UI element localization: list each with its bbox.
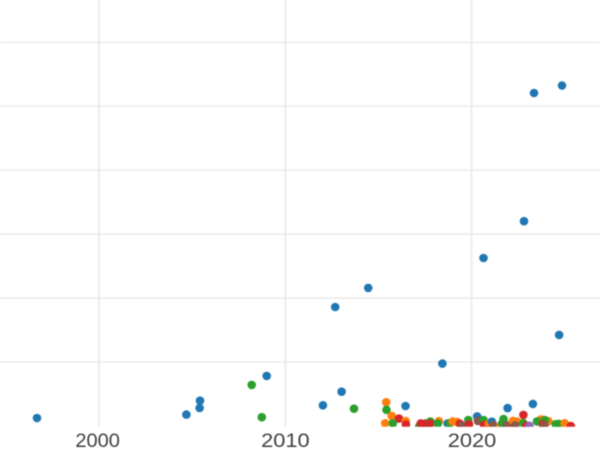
svg-text:2020: 2020 (448, 431, 497, 450)
svg-text:2000: 2000 (75, 431, 120, 450)
svg-text:2010: 2010 (261, 431, 310, 450)
